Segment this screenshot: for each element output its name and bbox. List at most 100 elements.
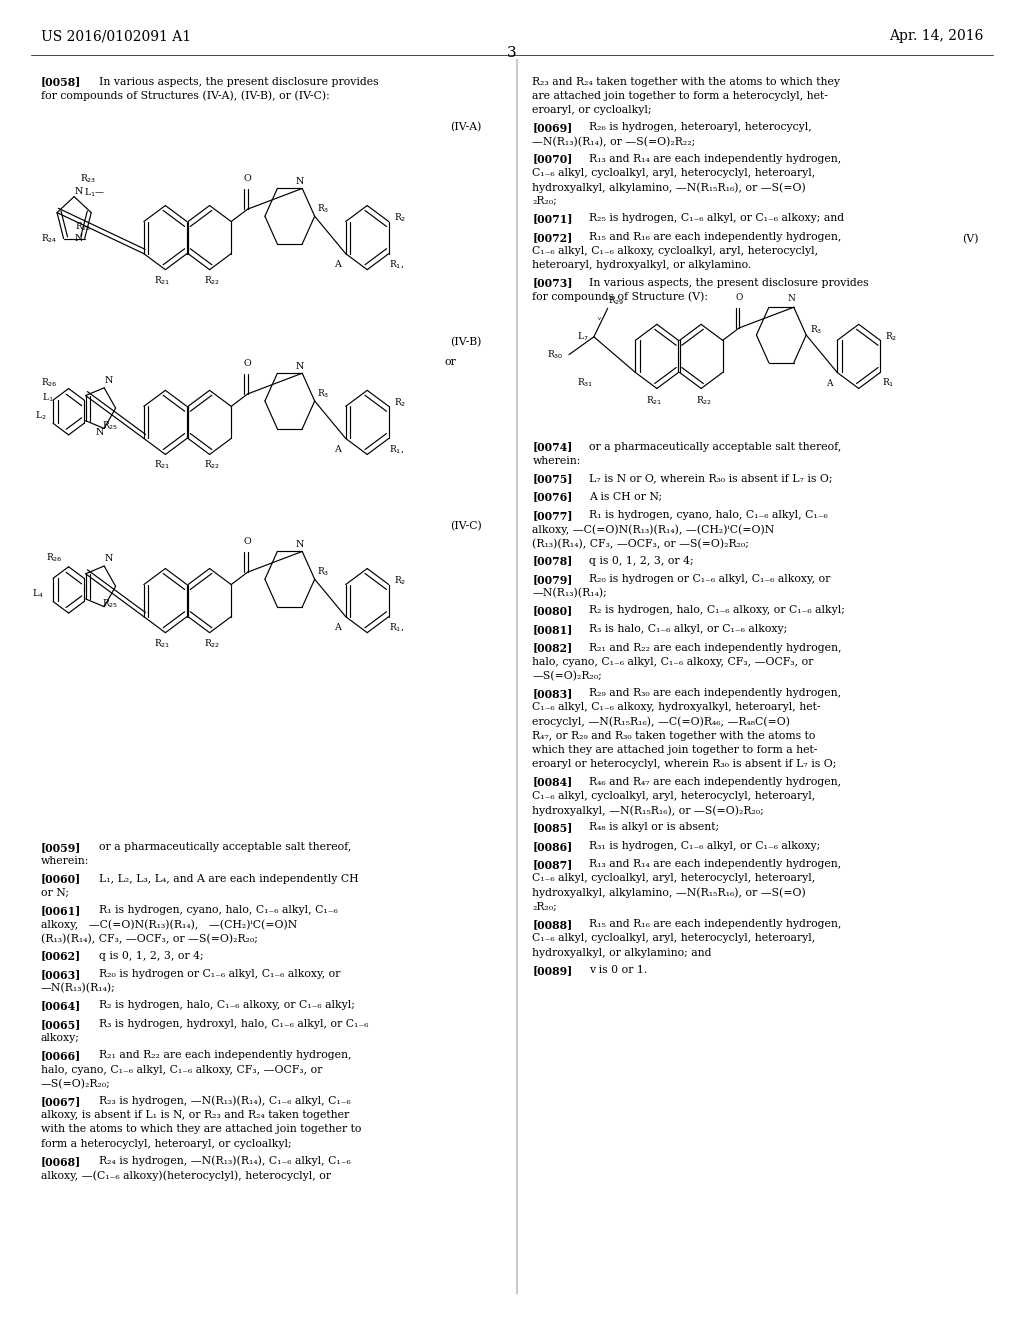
Text: [0081]: [0081] (532, 624, 572, 635)
Text: wherein:: wherein: (532, 455, 581, 466)
Text: —N(R₁₃)(R₁₄);: —N(R₁₃)(R₁₄); (532, 589, 607, 599)
Text: for compounds of Structures (IV-A), (IV-B), or (IV-C):: for compounds of Structures (IV-A), (IV-… (41, 91, 330, 102)
Text: [0078]: [0078] (532, 556, 572, 566)
Text: R$_3$: R$_3$ (810, 323, 822, 335)
Text: R$_{25}$: R$_{25}$ (102, 420, 118, 432)
Text: for compounds of Structure (V):: for compounds of Structure (V): (532, 292, 709, 302)
Text: [0068]: [0068] (41, 1156, 81, 1167)
Text: R$_{26}$: R$_{26}$ (41, 378, 57, 389)
Text: C₁₋₆ alkyl, cycloalkyl, aryl, heterocyclyl, heteroaryl,: C₁₋₆ alkyl, cycloalkyl, aryl, heterocycl… (532, 791, 816, 801)
Text: L₁, L₂, L₃, L₄, and A are each independently CH: L₁, L₂, L₃, L₄, and A are each independe… (99, 874, 359, 883)
Text: R₁ is hydrogen, cyano, halo, C₁₋₆ alkyl, C₁₋₆: R₁ is hydrogen, cyano, halo, C₁₋₆ alkyl,… (99, 906, 338, 915)
Text: L$_7$: L$_7$ (578, 330, 589, 343)
Text: [0083]: [0083] (532, 688, 572, 700)
Text: or a pharmaceutically acceptable salt thereof,: or a pharmaceutically acceptable salt th… (589, 441, 841, 451)
Text: (IV-A): (IV-A) (451, 121, 482, 132)
Text: R$_1$: R$_1$ (883, 378, 895, 389)
Text: R$_{21}$: R$_{21}$ (155, 275, 171, 286)
Text: N: N (787, 294, 795, 302)
Text: R$_{24}$: R$_{24}$ (42, 232, 58, 244)
Text: [0059]: [0059] (41, 842, 81, 853)
Text: heteroaryl, hydroxyalkyl, or alkylamino.: heteroaryl, hydroxyalkyl, or alkylamino. (532, 260, 752, 271)
Text: L₇ is N or O, wherein R₃₀ is absent if L₇ is O;: L₇ is N or O, wherein R₃₀ is absent if L… (589, 473, 833, 483)
Text: N: N (75, 234, 83, 243)
Text: wherein:: wherein: (41, 857, 89, 866)
Text: R$_{22}$: R$_{22}$ (204, 275, 220, 286)
Text: hydroxyalkyl, or alkylamino; and: hydroxyalkyl, or alkylamino; and (532, 948, 712, 957)
Text: hydroxyalkyl, alkylamino, —N(R₁₅R₁₆), or —S(=O): hydroxyalkyl, alkylamino, —N(R₁₅R₁₆), or… (532, 888, 806, 899)
Text: R₄₇, or R₂₉ and R₃₀ taken together with the atoms to: R₄₇, or R₂₉ and R₃₀ taken together with … (532, 731, 816, 741)
Text: [0072]: [0072] (532, 232, 572, 243)
Text: hydroxyalkyl, alkylamino, —N(R₁₅R₁₆), or —S(=O): hydroxyalkyl, alkylamino, —N(R₁₅R₁₆), or… (532, 182, 806, 193)
Text: [0087]: [0087] (532, 859, 572, 870)
Text: or a pharmaceutically acceptable salt thereof,: or a pharmaceutically acceptable salt th… (99, 842, 351, 853)
Text: eroaryl or heterocyclyl, wherein R₃₀ is absent if L₇ is O;: eroaryl or heterocyclyl, wherein R₃₀ is … (532, 759, 837, 770)
Text: R$_{25}$: R$_{25}$ (75, 220, 91, 234)
Text: R₄₆ and R₄₇ are each independently hydrogen,: R₄₆ and R₄₇ are each independently hydro… (589, 776, 841, 787)
Text: A: A (825, 379, 833, 388)
Text: R₂₄ is hydrogen, —N(R₁₃)(R₁₄), C₁₋₆ alkyl, C₁₋₆: R₂₄ is hydrogen, —N(R₁₃)(R₁₄), C₁₋₆ alky… (99, 1156, 351, 1167)
Text: A: A (334, 260, 341, 269)
Text: R₂₉ and R₃₀ are each independently hydrogen,: R₂₉ and R₃₀ are each independently hydro… (589, 688, 841, 698)
Text: halo, cyano, C₁₋₆ alkyl, C₁₋₆ alkoxy, CF₃, —OCF₃, or: halo, cyano, C₁₋₆ alkyl, C₁₋₆ alkoxy, CF… (41, 1064, 323, 1074)
Text: R$_{22}$: R$_{22}$ (204, 638, 220, 649)
Text: alkoxy, —(C₁₋₆ alkoxy)(heterocyclyl), heterocyclyl, or: alkoxy, —(C₁₋₆ alkoxy)(heterocyclyl), he… (41, 1170, 331, 1180)
Text: which they are attached join together to form a het-: which they are attached join together to… (532, 746, 818, 755)
Text: R$_{31}$: R$_{31}$ (578, 378, 594, 389)
Text: [0058]: [0058] (41, 77, 81, 87)
Text: eroaryl, or cycloalkyl;: eroaryl, or cycloalkyl; (532, 106, 652, 115)
Text: R₂₀ is hydrogen or C₁₋₆ alkyl, C₁₋₆ alkoxy, or: R₂₀ is hydrogen or C₁₋₆ alkyl, C₁₋₆ alko… (99, 969, 341, 979)
Text: [0071]: [0071] (532, 214, 573, 224)
Text: R₁₃ and R₁₄ are each independently hydrogen,: R₁₃ and R₁₄ are each independently hydro… (589, 859, 841, 869)
Text: R₂₀ is hydrogen or C₁₋₆ alkyl, C₁₋₆ alkoxy, or: R₂₀ is hydrogen or C₁₋₆ alkyl, C₁₋₆ alko… (589, 574, 830, 583)
Text: R$_{21}$: R$_{21}$ (155, 638, 171, 649)
Text: alkoxy, —C(=O)N(R₁₃)(R₁₄), —(CH₂)ⁱC(=O)N: alkoxy, —C(=O)N(R₁₃)(R₁₄), —(CH₂)ⁱC(=O)N (532, 524, 775, 535)
Text: R₂₃ and R₂₄ taken together with the atoms to which they: R₂₃ and R₂₄ taken together with the atom… (532, 77, 841, 87)
Text: R$_1$,: R$_1$, (389, 444, 404, 455)
Text: In various aspects, the present disclosure provides: In various aspects, the present disclosu… (589, 277, 868, 288)
Text: alkoxy,   —C(=O)N(R₁₃)(R₁₄),   —(CH₂)ⁱC(=O)N: alkoxy, —C(=O)N(R₁₃)(R₁₄), —(CH₂)ⁱC(=O)N (41, 919, 297, 929)
Text: are attached join together to form a heterocyclyl, het-: are attached join together to form a het… (532, 91, 828, 100)
Text: [0067]: [0067] (41, 1096, 81, 1107)
Text: N: N (74, 186, 83, 195)
Text: R$_3$: R$_3$ (316, 203, 329, 215)
Text: R$_{21}$: R$_{21}$ (646, 395, 663, 407)
Text: L$_4$: L$_4$ (33, 587, 44, 599)
Text: R$_{22}$: R$_{22}$ (695, 395, 712, 407)
Text: (IV-B): (IV-B) (451, 337, 482, 347)
Text: form a heterocyclyl, heteroaryl, or cycloalkyl;: form a heterocyclyl, heteroaryl, or cycl… (41, 1139, 292, 1148)
Text: R₁ is hydrogen, cyano, halo, C₁₋₆ alkyl, C₁₋₆: R₁ is hydrogen, cyano, halo, C₁₋₆ alkyl,… (589, 510, 827, 520)
Text: [0061]: [0061] (41, 906, 81, 916)
Text: q is 0, 1, 2, 3, or 4;: q is 0, 1, 2, 3, or 4; (99, 950, 204, 961)
Text: C₁₋₆ alkyl, C₁₋₆ alkoxy, cycloalkyl, aryl, heterocyclyl,: C₁₋₆ alkyl, C₁₋₆ alkoxy, cycloalkyl, ary… (532, 247, 818, 256)
Text: alkoxy;: alkoxy; (41, 1034, 80, 1043)
Text: [0084]: [0084] (532, 776, 572, 788)
Text: R$_{23}$: R$_{23}$ (80, 173, 96, 185)
Text: R₃ is hydrogen, hydroxyl, halo, C₁₋₆ alkyl, or C₁₋₆: R₃ is hydrogen, hydroxyl, halo, C₁₋₆ alk… (99, 1019, 369, 1028)
Text: R$_{29}$: R$_{29}$ (608, 294, 625, 308)
Text: R$_2$: R$_2$ (393, 211, 406, 224)
Text: [0065]: [0065] (41, 1019, 81, 1030)
Text: N: N (295, 177, 304, 186)
Text: N: N (104, 376, 113, 385)
Text: R$_{26}$: R$_{26}$ (46, 552, 63, 564)
Text: ₂R₂₀;: ₂R₂₀; (532, 902, 557, 912)
Text: Apr. 14, 2016: Apr. 14, 2016 (889, 29, 983, 44)
Text: —S(=O)₂R₂₀;: —S(=O)₂R₂₀; (532, 671, 602, 681)
Text: L$_1$: L$_1$ (42, 391, 53, 404)
Text: [0060]: [0060] (41, 874, 81, 884)
Text: [0086]: [0086] (532, 841, 572, 851)
Text: R₂ is hydrogen, halo, C₁₋₆ alkoxy, or C₁₋₆ alkyl;: R₂ is hydrogen, halo, C₁₋₆ alkoxy, or C₁… (99, 1001, 355, 1010)
Text: or: or (444, 356, 457, 367)
Text: A is CH or N;: A is CH or N; (589, 491, 662, 502)
Text: [0066]: [0066] (41, 1051, 81, 1061)
Text: N: N (295, 362, 304, 371)
Text: [0080]: [0080] (532, 606, 572, 616)
Text: 3: 3 (507, 46, 517, 61)
Text: US 2016/0102091 A1: US 2016/0102091 A1 (41, 29, 191, 44)
Text: N: N (96, 428, 104, 437)
Text: R₁₃ and R₁₄ are each independently hydrogen,: R₁₃ and R₁₄ are each independently hydro… (589, 153, 841, 164)
Text: hydroxyalkyl, —N(R₁₅R₁₆), or —S(=O)₂R₂₀;: hydroxyalkyl, —N(R₁₅R₁₆), or —S(=O)₂R₂₀; (532, 805, 764, 816)
Text: [0073]: [0073] (532, 277, 573, 289)
Text: R$_2$: R$_2$ (393, 396, 406, 409)
